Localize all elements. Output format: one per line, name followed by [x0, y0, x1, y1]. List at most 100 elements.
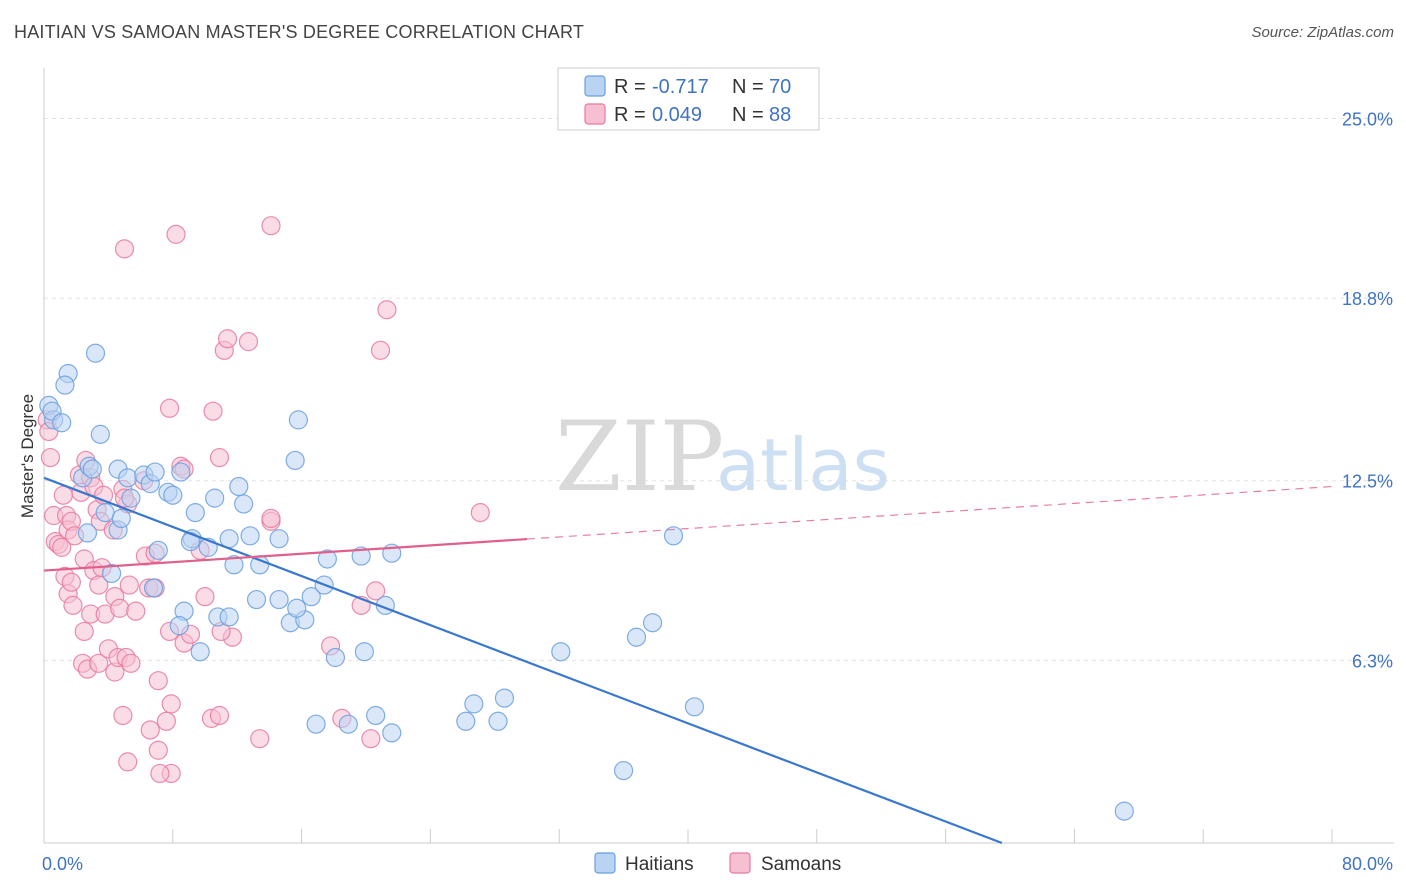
correlation-legend: R = -0.717 N = 70 R = 0.049 N = 88 [557, 67, 820, 131]
haitian-point-20 [145, 462, 165, 482]
haitian-point-60 [338, 714, 358, 734]
samoan-point-47 [195, 587, 215, 607]
samoan-point-82 [261, 216, 281, 236]
samoan-point-81 [166, 224, 186, 244]
samoan-point-91 [470, 503, 490, 523]
samoan-point-84 [217, 329, 238, 349]
haitian-point-42 [102, 563, 122, 584]
haitian-point-35 [285, 450, 305, 471]
samoan-point-88 [209, 447, 230, 468]
haitians-points [39, 343, 1134, 821]
haitian-point-63 [456, 711, 476, 731]
haitian-point-22 [163, 485, 183, 505]
watermark-atlas: atlas [716, 423, 890, 507]
samoan-point-2 [40, 447, 61, 468]
y-tick-label-2: 18.8% [1342, 289, 1393, 309]
samoan-point-70 [209, 705, 230, 726]
series-legend: Haitians Samoans [594, 852, 841, 875]
x-tick-labels: 0.0% 80.0% [42, 854, 1393, 874]
haitian-point-66 [494, 688, 515, 708]
haitian-point-72 [613, 760, 634, 781]
haitian-point-71 [684, 697, 705, 717]
haitian-point-45 [169, 616, 189, 636]
haitian-point-38 [351, 546, 371, 566]
haitian-point-40 [224, 555, 244, 575]
haitian-point-34 [269, 529, 289, 549]
legend-swatch-haitians [584, 75, 606, 97]
samoan-point-66 [148, 671, 168, 691]
haitian-point-10 [82, 459, 102, 479]
haitian-point-5 [55, 375, 75, 395]
haitian-point-33 [240, 526, 260, 546]
samoan-point-85 [238, 332, 259, 352]
haitian-point-13 [95, 503, 115, 523]
y-tick-label-0: 6.3% [1352, 651, 1393, 671]
watermark-zip: ZIP [555, 401, 724, 513]
haitian-point-29 [205, 488, 225, 508]
samoan-point-72 [148, 740, 168, 760]
series-swatch-haitians [594, 852, 616, 874]
haitian-point-57 [325, 647, 346, 668]
series-label-haitians: Haitians [625, 854, 694, 875]
haitian-point-48 [246, 589, 267, 610]
haitian-point-52 [287, 598, 307, 618]
haitian-point-70 [663, 526, 684, 546]
samoan-point-76 [150, 763, 170, 784]
legend-swatch-samoans [584, 103, 606, 125]
haitian-point-47 [219, 607, 239, 627]
y-axis-label: Master's Degree [18, 394, 37, 518]
haitian-point-59 [306, 714, 326, 734]
samoan-point-86 [203, 401, 223, 421]
haitian-point-26 [148, 540, 168, 560]
legend-r-label-1: R = [614, 76, 646, 98]
series-label-samoans: Samoans [761, 854, 841, 875]
samoan-point-75 [113, 705, 133, 726]
haitian-point-7 [90, 424, 110, 444]
haitian-point-31 [229, 476, 249, 497]
haitian-point-62 [382, 723, 402, 743]
legend-n-value-1: 70 [769, 76, 791, 98]
chart-source: Source: ZipAtlas.com [1251, 24, 1394, 41]
haitians-trend-line [43, 476, 1003, 845]
haitian-point-12 [77, 523, 98, 543]
samoan-point-37 [110, 598, 130, 618]
legend-r-label-2: R = [614, 104, 646, 126]
x-tick-label-max: 80.0% [1342, 854, 1393, 874]
haitian-point-37 [317, 549, 337, 569]
samoan-point-33 [74, 621, 94, 642]
haitian-point-16 [121, 488, 141, 508]
samoan-point-68 [156, 711, 176, 731]
haitian-point-23 [171, 462, 191, 482]
samoan-point-77 [250, 729, 270, 749]
samoan-point-54 [261, 508, 281, 529]
haitian-point-6 [52, 413, 72, 433]
samoan-point-27 [61, 572, 81, 592]
samoan-point-60 [89, 653, 109, 673]
haitian-point-69 [642, 613, 663, 633]
y-tick-label-3: 25.0% [1342, 109, 1393, 129]
haitian-point-56 [190, 642, 210, 662]
haitian-point-15 [111, 508, 131, 529]
samoan-point-31 [89, 575, 109, 595]
trend-lines [43, 476, 1333, 845]
samoan-point-90 [370, 340, 391, 360]
x-tick-label-min: 0.0% [42, 854, 83, 874]
samoan-point-80 [114, 239, 135, 259]
legend-n-label-1: N = [732, 76, 764, 98]
grid-lines [44, 117, 1394, 661]
chart-title: HAITIAN VS SAMOAN MASTER'S DEGREE CORREL… [14, 22, 585, 42]
samoans-trend-line [43, 537, 528, 572]
haitian-point-36 [288, 410, 308, 430]
samoan-point-87 [159, 398, 180, 418]
haitian-point-3 [85, 343, 106, 363]
samoan-point-57 [366, 581, 386, 601]
haitian-point-68 [626, 627, 647, 647]
legend-n-value-2: 88 [769, 104, 791, 126]
y-tick-labels: 6.3% 12.5% 18.8% 25.0% [1342, 109, 1393, 671]
haitian-point-73 [1114, 801, 1134, 821]
haitian-point-32 [234, 494, 254, 514]
samoan-point-39 [126, 601, 146, 621]
samoan-point-74 [118, 752, 138, 772]
haitian-point-58 [354, 642, 374, 662]
